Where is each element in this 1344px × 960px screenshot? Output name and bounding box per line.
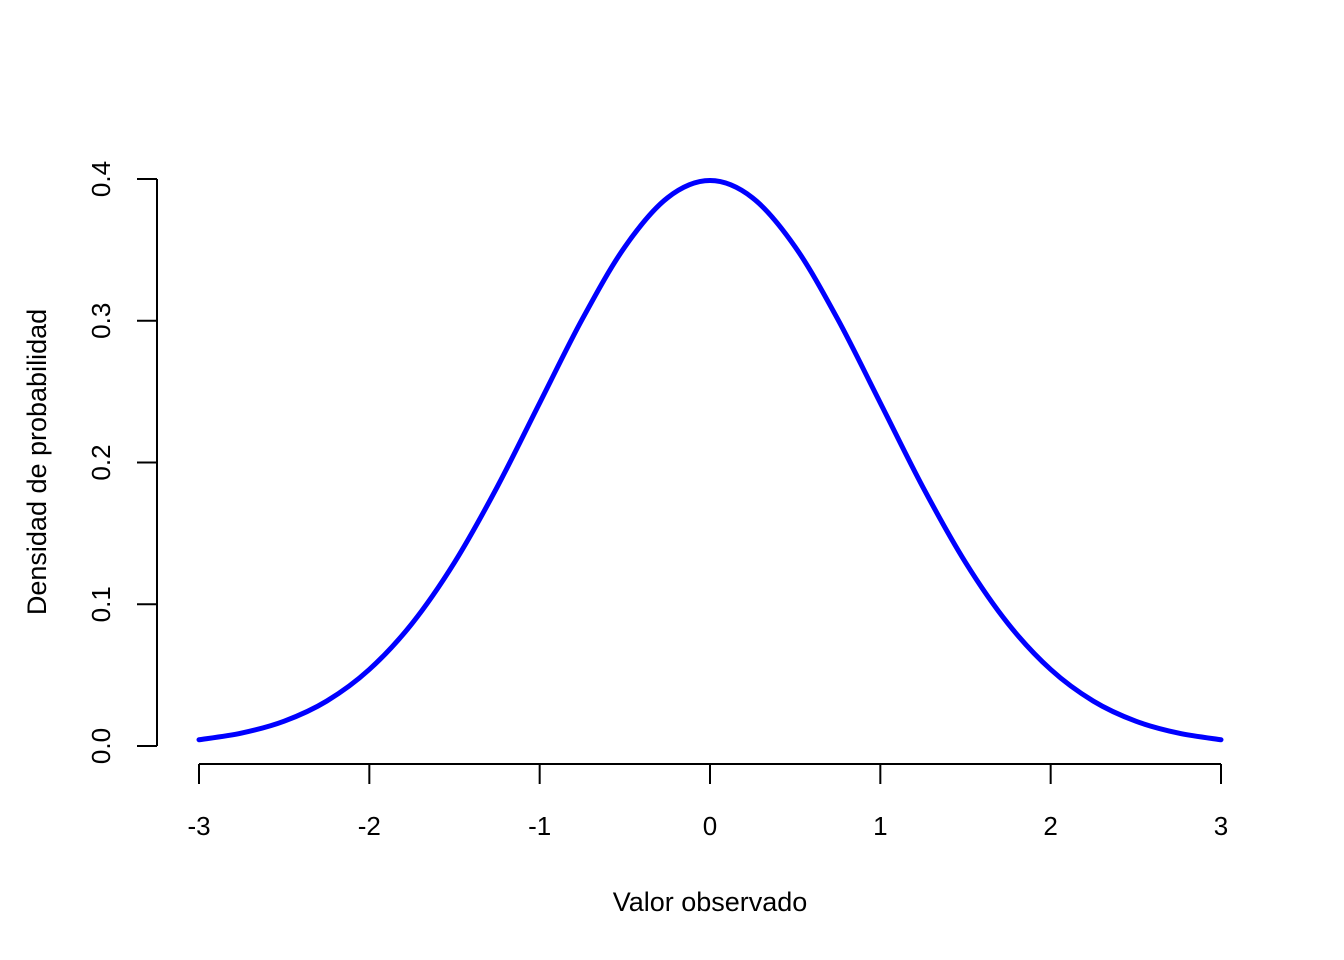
x-tick-label: -3 (187, 811, 210, 841)
x-tick-label: -2 (358, 811, 381, 841)
y-axis-label: Densidad de probabilidad (22, 309, 52, 615)
x-tick-label: 2 (1043, 811, 1057, 841)
y-axis: 0.0 0.1 0.2 0.3 0.4 (86, 161, 158, 764)
plot-lines (196, 178, 1224, 743)
y-tick-label: 0.1 (86, 586, 116, 622)
x-tick-label: -1 (528, 811, 551, 841)
density-curve (196, 178, 1224, 743)
x-axis-label: Valor observado (613, 887, 808, 917)
x-tick-label: 1 (873, 811, 887, 841)
x-tick-label: 3 (1214, 811, 1228, 841)
y-tick-label: 0.3 (86, 303, 116, 339)
y-tick-label: 0.0 (86, 728, 116, 764)
y-tick-label: 0.2 (86, 444, 116, 480)
x-axis: -3 -2 -1 0 1 2 3 (187, 763, 1228, 841)
x-tick-label: 0 (703, 811, 717, 841)
y-tick-label: 0.4 (86, 161, 116, 197)
